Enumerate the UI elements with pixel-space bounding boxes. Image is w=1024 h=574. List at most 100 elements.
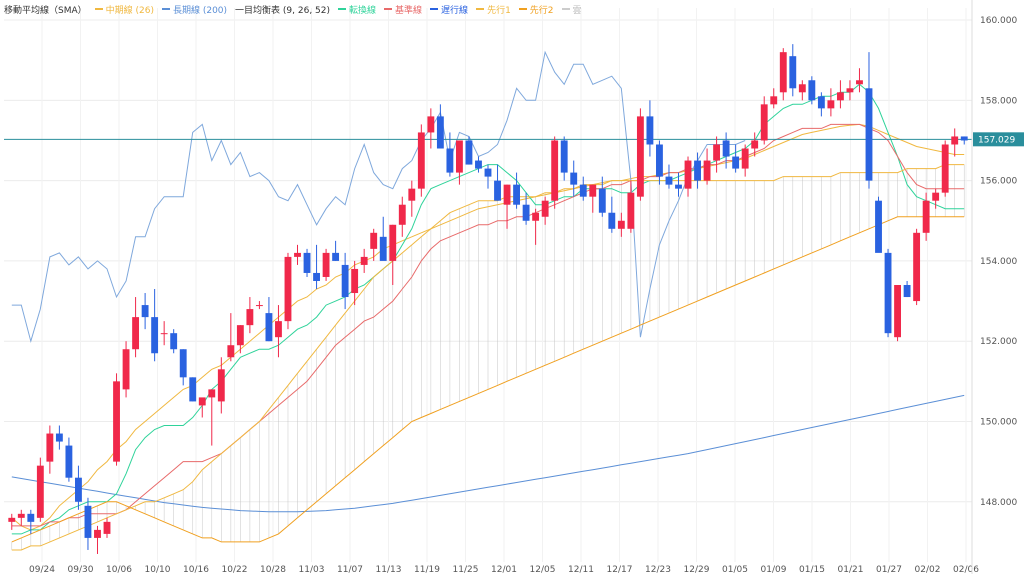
candle-body	[179, 349, 187, 378]
x-tick-label: 12/05	[530, 565, 556, 574]
x-tick-label: 01/05	[722, 565, 748, 574]
y-tick-label: 150.000	[980, 417, 1017, 427]
x-tick-label: 02/06	[953, 565, 979, 574]
candle-body	[894, 285, 901, 338]
candle-body	[65, 445, 73, 478]
candle-body	[379, 236, 387, 261]
legend-sma-long: 長期線 (200)	[161, 3, 229, 16]
candle-body	[360, 256, 368, 265]
candle-body	[170, 333, 178, 350]
candle-body	[103, 521, 111, 534]
candle-body	[732, 156, 740, 169]
x-tick-label: 01/27	[876, 565, 902, 574]
candle-body	[941, 144, 949, 193]
candle-body	[751, 140, 759, 149]
x-tick-label: 11/03	[299, 565, 325, 574]
candle-body	[551, 140, 559, 201]
candle-body	[770, 96, 778, 105]
x-tick-label: 10/28	[260, 565, 286, 574]
candle-body	[503, 184, 511, 205]
x-tick-label: 10/22	[222, 565, 248, 574]
legend-ichimoku: 一目均衡表 (9, 26, 52)	[235, 3, 332, 16]
candle-body	[265, 313, 273, 342]
candle-body	[198, 397, 206, 406]
chikou-line	[11, 50, 746, 344]
candle-body	[246, 309, 254, 326]
candle-body	[284, 256, 292, 322]
candle-body	[589, 184, 597, 197]
candle-body	[827, 100, 835, 109]
candle-body	[417, 132, 425, 189]
candle-body	[694, 160, 701, 181]
candle-body	[932, 192, 940, 201]
candle-body	[341, 264, 349, 298]
candle-body	[132, 317, 140, 350]
candle-body	[865, 88, 873, 181]
candle-body	[570, 172, 578, 185]
candle-body	[36, 465, 44, 518]
sma-long-line	[11, 394, 965, 513]
candle-body	[160, 333, 168, 335]
cloud-swatch	[561, 8, 570, 10]
candle-body	[275, 321, 282, 338]
x-tick-label: 12/01	[491, 565, 517, 574]
candle-body	[303, 252, 311, 273]
legend-tenkan: 転換線	[338, 3, 378, 16]
candle-body	[836, 92, 844, 101]
candle-body	[94, 529, 101, 538]
candle-body	[370, 232, 378, 249]
candle-body	[636, 116, 644, 197]
x-tick-label: 12/29	[684, 565, 710, 574]
candle-body	[427, 116, 435, 133]
legend-sma-mid: 中期線 (26)	[94, 3, 156, 16]
x-tick-label: 02/02	[915, 565, 941, 574]
sma-mid-swatch	[94, 8, 103, 10]
candle-body	[46, 433, 54, 462]
candle-body	[617, 220, 625, 229]
legend-cloud-label: 雲	[572, 5, 582, 16]
candle-body	[798, 84, 806, 93]
candle-body	[475, 160, 482, 169]
legend-tenkan-label: 転換線	[349, 5, 377, 16]
x-tick-label: 10/06	[106, 565, 132, 574]
candle-body	[560, 140, 568, 173]
current-price-tag	[973, 132, 1024, 147]
candle-body	[598, 188, 606, 213]
kijun-line	[11, 123, 965, 527]
candle-body	[913, 232, 921, 302]
candle-body	[808, 80, 816, 101]
candle-body	[846, 88, 854, 93]
candle-body	[189, 377, 197, 402]
current-price-label: 157.029	[978, 135, 1015, 145]
y-tick-label: 148.000	[980, 498, 1017, 508]
candle-body	[227, 345, 235, 358]
candle-body	[465, 140, 473, 165]
legend-sma-mid-label: 中期線 (26)	[105, 5, 154, 16]
legend-senkou1-label: 先行1	[487, 5, 511, 16]
legend-sma-long-label: 長期線 (200)	[172, 5, 228, 16]
x-tick-label: 11/19	[414, 565, 440, 574]
legend-chikou: 遅行線	[430, 3, 470, 16]
legend-sma-title: 移動平均線（SMA）	[4, 5, 87, 16]
sma-mid-line	[11, 123, 965, 531]
candle-body	[151, 317, 159, 354]
x-tick-label: 09/30	[68, 565, 94, 574]
candle-body	[779, 52, 787, 93]
legend-ichimoku-title: 一目均衡表 (9, 26, 52)	[235, 5, 331, 16]
legend-kijun: 基準線	[384, 3, 424, 16]
candle-body	[960, 136, 968, 141]
chart-legend: 移動平均線（SMA） 中期線 (26) 長期線 (200) 一目均衡表 (9, …	[4, 2, 590, 16]
y-tick-label: 152.000	[980, 337, 1017, 347]
candle-body	[903, 285, 911, 298]
candle-body	[713, 144, 721, 161]
legend-cloud: 雲	[561, 3, 584, 16]
legend-chikou-label: 遅行線	[441, 5, 469, 16]
candle-body	[455, 140, 463, 173]
candle-body	[494, 180, 501, 201]
candle-body	[27, 513, 35, 522]
candle-body	[684, 160, 692, 189]
candle-body	[17, 513, 25, 518]
candle-body	[322, 252, 330, 277]
candle-body	[436, 116, 444, 149]
senkou2-line	[11, 216, 965, 543]
